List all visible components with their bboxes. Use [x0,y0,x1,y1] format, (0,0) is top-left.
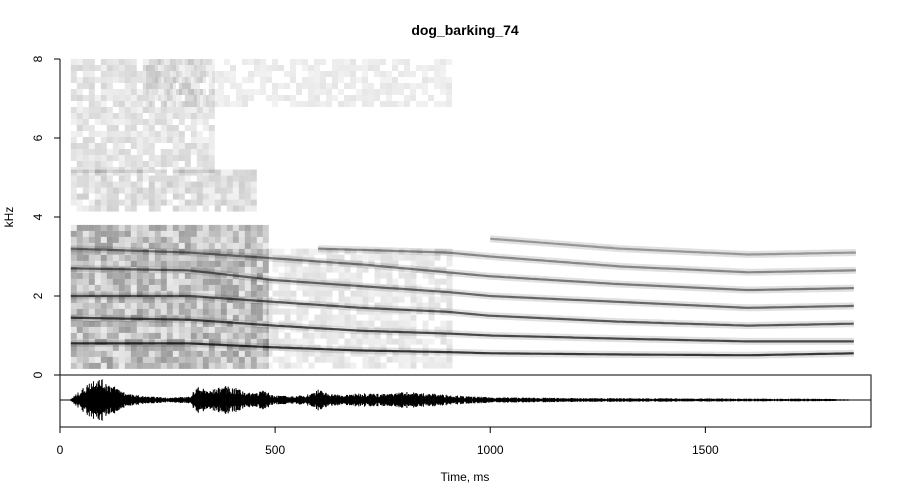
y-tick-label: 2 [31,292,45,299]
harmonic-band-h4 [70,264,854,312]
waveform-trace [70,379,856,421]
y-tick-label: 0 [31,371,45,378]
x-tick-label: 1500 [692,443,719,457]
spectrogram-plot [70,59,856,369]
y-tick-label: 6 [31,134,45,141]
noise-region-1 [70,169,257,212]
harmonic-band-h3 [70,292,854,330]
y-tick-label: 8 [31,55,45,62]
noise-region-0 [70,224,269,369]
harmonic-band-h2 [70,314,854,345]
x-tick-label: 500 [265,443,285,457]
harmonic-band-h5 [70,245,854,294]
x-tick-label: 1000 [477,443,504,457]
x-tick-label: 0 [57,443,64,457]
x-axis-label: Time, ms [441,470,490,484]
chart-title: dog_barking_74 [411,22,519,38]
x-axis-ticks: 0 500 1000 1500 [57,426,719,457]
noise-region-4 [146,59,452,107]
harmonic-band-h7 [489,235,856,259]
noise-region-3 [266,248,453,369]
y-axis-ticks: 0 2 4 6 8 [31,55,60,378]
y-axis-label: kHz [2,207,16,228]
noise-region-2 [70,59,215,173]
harmonic-band-h1 [70,339,854,359]
harmonic-band-h6 [318,245,856,276]
y-tick-label: 4 [31,213,45,220]
